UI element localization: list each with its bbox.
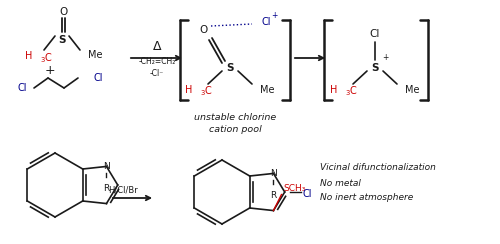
Text: +: + <box>382 53 388 62</box>
Text: Cl: Cl <box>94 73 104 83</box>
Text: +: + <box>271 11 277 20</box>
Text: R: R <box>104 184 110 193</box>
Text: SCH₃: SCH₃ <box>284 184 306 193</box>
Text: Me: Me <box>88 50 102 60</box>
Text: S: S <box>371 63 379 73</box>
Text: S: S <box>58 35 66 45</box>
Text: $_3$C: $_3$C <box>200 84 213 98</box>
Text: Cl: Cl <box>262 17 272 27</box>
Text: No metal: No metal <box>320 179 361 187</box>
Text: O: O <box>200 25 208 35</box>
Text: $_3$C: $_3$C <box>345 84 358 98</box>
Text: H: H <box>24 51 32 61</box>
Text: R: R <box>270 191 276 200</box>
Text: H: H <box>184 85 192 95</box>
Text: unstable chlorine: unstable chlorine <box>194 113 276 122</box>
Text: N: N <box>103 162 110 171</box>
Text: Cl: Cl <box>370 29 380 39</box>
Text: O: O <box>59 7 67 17</box>
Text: Me: Me <box>405 85 419 95</box>
Text: No inert atmosphere: No inert atmosphere <box>320 193 413 203</box>
Text: +: + <box>44 63 56 77</box>
Text: S: S <box>226 63 234 73</box>
Text: Δ: Δ <box>153 40 161 52</box>
Text: Cl: Cl <box>302 189 312 199</box>
Text: cation pool: cation pool <box>208 125 262 134</box>
Text: -CH₂=CH₂: -CH₂=CH₂ <box>138 58 175 67</box>
Text: -Cl⁻: -Cl⁻ <box>150 70 164 79</box>
Text: N: N <box>270 169 277 178</box>
Text: H: H <box>330 85 337 95</box>
Text: Vicinal difunctionalization: Vicinal difunctionalization <box>320 163 436 173</box>
Text: $_3$C: $_3$C <box>40 51 53 65</box>
Text: H/Cl/Br: H/Cl/Br <box>108 185 138 194</box>
Text: Cl: Cl <box>18 83 28 93</box>
Text: Me: Me <box>260 85 274 95</box>
